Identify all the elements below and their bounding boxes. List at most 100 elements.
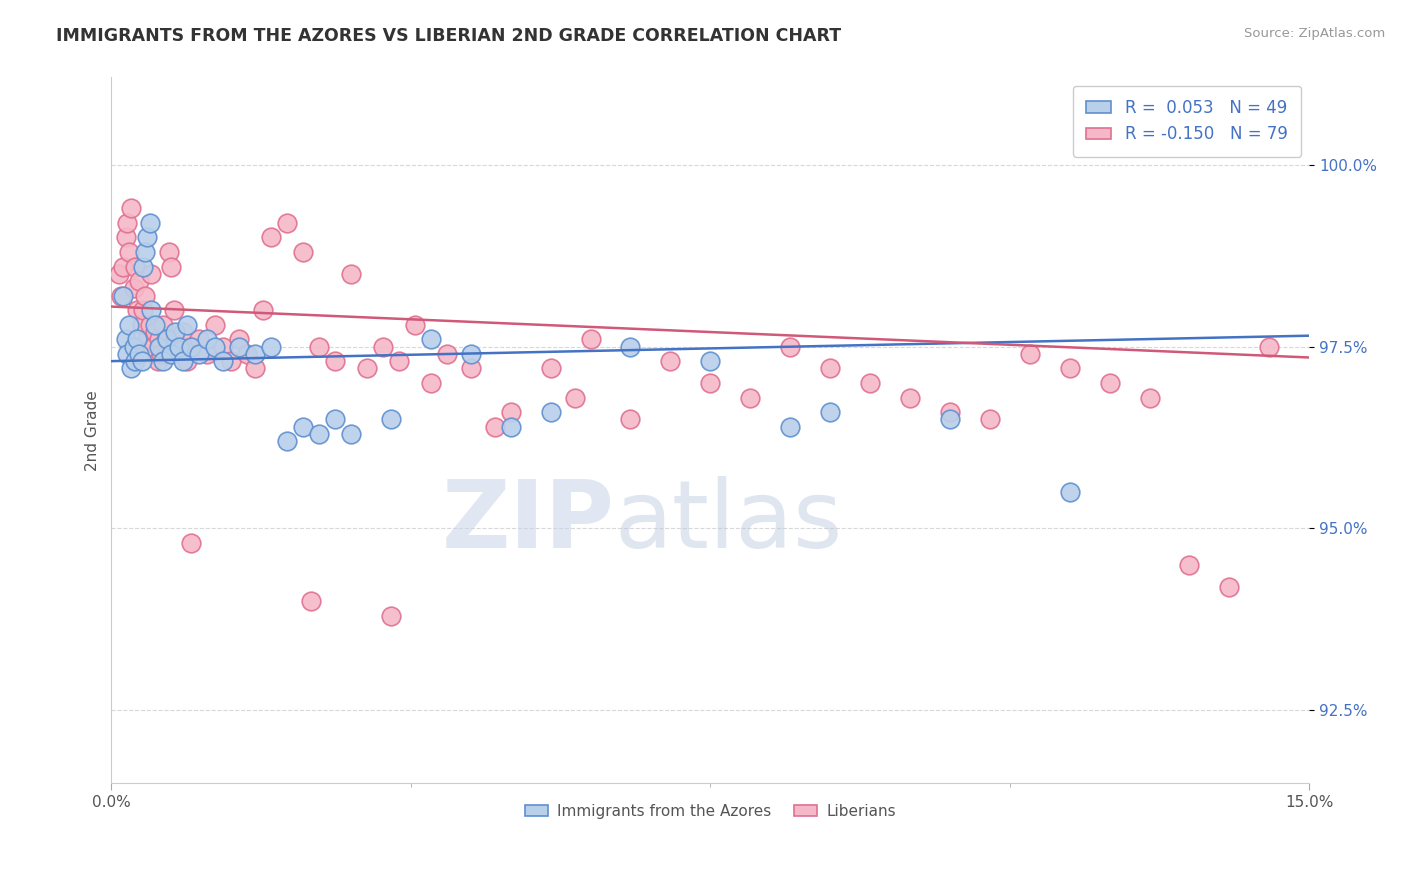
Point [128,347,150,361]
Point [110,288,132,302]
Point [499,419,522,434]
Point [1218,136,1240,150]
Point [898,391,921,405]
Point [219,354,242,368]
Point [579,332,602,346]
Point [939,405,962,419]
Point [114,332,136,346]
Point [165,325,187,339]
Point [619,412,641,426]
Point [699,354,721,368]
Point [149,347,172,361]
Point [436,347,458,361]
Text: atlas: atlas [614,476,842,568]
Point [204,340,226,354]
Point [143,325,166,339]
Point [141,267,163,281]
Point [419,376,441,390]
Point [142,340,165,354]
Point [125,303,148,318]
Point [195,332,218,346]
Point [131,318,153,332]
Point [540,405,562,419]
Point [228,340,250,354]
Text: IMMIGRANTS FROM THE AZORES VS LIBERIAN 2ND GRADE CORRELATION CHART: IMMIGRANTS FROM THE AZORES VS LIBERIAN 2… [56,27,841,45]
Point [136,230,159,244]
Point [1018,347,1040,361]
Point [499,405,522,419]
Text: Source: ZipAtlas.com: Source: ZipAtlas.com [1244,27,1385,40]
Point [108,267,131,281]
Point [160,347,183,361]
Point [180,340,202,354]
Point [141,303,163,318]
Point [1059,361,1081,376]
Point [134,245,156,260]
Point [979,412,1001,426]
Point [195,347,218,361]
Point [114,230,136,244]
Point [131,354,153,368]
Point [236,347,259,361]
Point [132,303,155,318]
Point [124,354,146,368]
Point [176,354,198,368]
Point [404,318,426,332]
Point [1139,391,1161,405]
Point [118,245,141,260]
Point [292,245,315,260]
Point [118,318,141,332]
Point [139,318,162,332]
Point [122,281,145,295]
Point [260,230,283,244]
Point [163,303,186,318]
Point [132,260,155,274]
Point [340,267,363,281]
Point [212,354,235,368]
Point [460,347,482,361]
Point [188,332,211,346]
Point [939,412,962,426]
Point [276,434,298,449]
Point [371,340,394,354]
Point [1258,340,1281,354]
Point [212,340,235,354]
Point [308,340,330,354]
Point [172,354,194,368]
Point [484,419,506,434]
Point [117,347,139,361]
Point [419,332,441,346]
Point [1098,376,1121,390]
Point [188,347,211,361]
Point [112,260,135,274]
Point [564,391,586,405]
Point [818,361,841,376]
Point [180,340,202,354]
Point [165,332,187,346]
Point [172,325,194,339]
Point [540,361,562,376]
Point [125,332,148,346]
Point [155,332,177,346]
Point [699,376,721,390]
Point [152,354,174,368]
Point [779,419,801,434]
Point [157,245,180,260]
Point [160,260,183,274]
Point [148,340,170,354]
Point [299,594,322,608]
Point [146,354,169,368]
Point [143,318,166,332]
Point [169,340,191,354]
Point [276,216,298,230]
Point [260,340,283,354]
Point [252,303,274,318]
Point [152,318,174,332]
Point [619,340,641,354]
Point [228,332,250,346]
Legend: Immigrants from the Azores, Liberians: Immigrants from the Azores, Liberians [519,797,901,825]
Point [122,340,145,354]
Point [1059,485,1081,500]
Point [169,340,191,354]
Point [460,361,482,376]
